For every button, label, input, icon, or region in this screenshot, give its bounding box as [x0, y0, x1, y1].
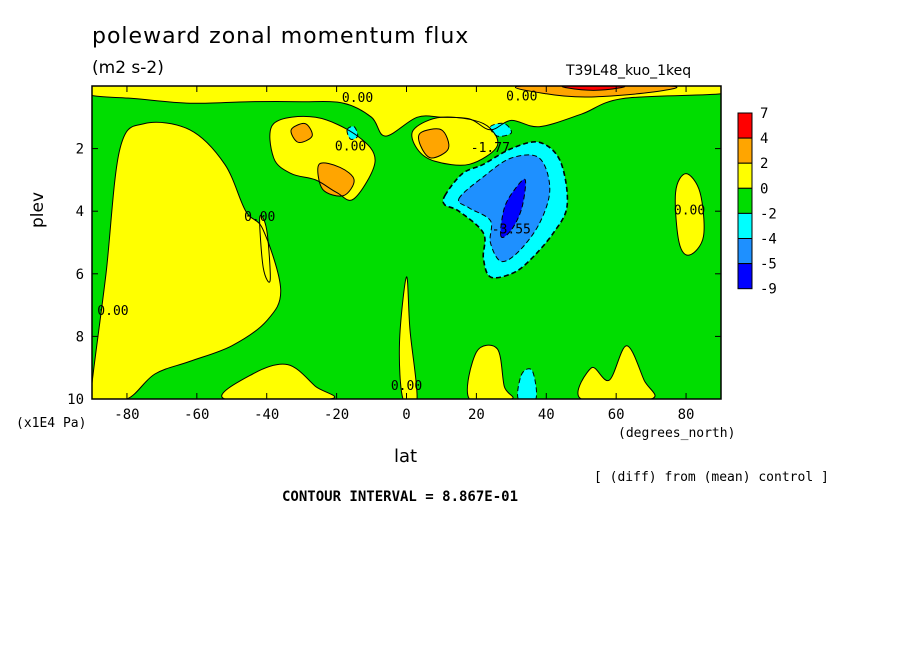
y-tick-label: 8	[76, 329, 84, 345]
contour-cyan-surface	[517, 368, 538, 399]
contour-orange-3	[290, 122, 313, 143]
region-yellow-north-pole	[675, 173, 705, 256]
region-orange-1	[317, 162, 355, 197]
x-tick-label: 40	[538, 407, 555, 423]
colorbar-swatch	[737, 162, 753, 189]
colorbar-swatch	[737, 137, 753, 164]
x-tick-label: -40	[254, 407, 279, 423]
colorbar-swatch	[737, 263, 753, 290]
x-tick-label: -80	[114, 407, 139, 423]
contour-label: -1.77	[471, 141, 510, 156]
region-yellow-upper-band	[92, 86, 721, 137]
x-axis-label: lat	[394, 446, 418, 467]
colorbar-label: 7	[760, 106, 768, 122]
region-yellow-equator-low	[399, 276, 418, 399]
colorbar-label: 4	[760, 131, 768, 147]
contour-red-top	[561, 86, 626, 91]
region-yellow-surface-north1	[467, 345, 514, 399]
region-orange-top	[515, 86, 677, 98]
colorbar-label: -4	[760, 232, 777, 248]
x-axis-unit: (degrees_north)	[618, 426, 736, 441]
region-orange-2	[418, 128, 449, 159]
contour-blue-1	[457, 154, 551, 263]
contour-yellow-southern	[92, 121, 282, 399]
chart-title: poleward zonal momentum flux	[92, 24, 470, 49]
contour-cyan-main	[442, 141, 569, 279]
contour-orange-top	[514, 86, 678, 98]
y-tick-label: 4	[76, 204, 84, 220]
run-label: T39L48_kuo_1keq	[566, 63, 692, 79]
x-tick-label: 0	[402, 407, 410, 423]
x-tick-label: -20	[324, 407, 349, 423]
x-tick-label: 20	[468, 407, 485, 423]
region-yellow-surface-south	[221, 364, 335, 399]
colorbar-label: 2	[760, 156, 768, 172]
region-blue-2	[500, 179, 526, 238]
y-tick-label: 2	[76, 142, 84, 158]
contour-yellow-equator-low	[398, 276, 418, 399]
colorbar-label: 0	[760, 181, 768, 197]
y-tick-label: 10	[67, 392, 84, 408]
contour-label: 0.00	[342, 91, 373, 106]
contour-label: 0.00	[97, 304, 128, 319]
contour-orange-1	[317, 162, 355, 197]
contour-yellow-north-pole	[674, 173, 705, 256]
contour-label: 0.00	[335, 140, 366, 155]
contour-blue-2	[500, 178, 527, 238]
colorbar-swatch	[737, 187, 753, 214]
contour-cyan-small-1	[346, 125, 359, 140]
colorbar-label: -9	[760, 282, 777, 298]
colorbar-swatch	[737, 238, 753, 265]
region-cyan-small-2	[490, 123, 512, 137]
contour-cyan-small-2	[489, 122, 512, 137]
x-tick-label: 60	[608, 407, 625, 423]
colorbar-swatch	[737, 112, 753, 139]
x-tick-label: 80	[678, 407, 695, 423]
contour-yellow-spike	[259, 214, 271, 283]
contour-label: 0.00	[506, 89, 537, 104]
contour-yellow-surface-north2	[577, 345, 656, 399]
chart-units: (m2 s-2)	[92, 58, 164, 78]
contour-yellow-surface-south	[221, 363, 336, 399]
colorbar-label: -5	[760, 257, 777, 273]
region-yellow-spike	[259, 215, 271, 283]
colorbar-label: -2	[760, 206, 777, 222]
y-tick-label: 6	[76, 267, 84, 283]
x-tick-label: -60	[184, 407, 209, 423]
region-cyan-surface	[517, 368, 537, 399]
contour-yellow-south-midlat	[269, 115, 376, 201]
region-orange-3	[291, 123, 313, 143]
contour-orange-2	[417, 128, 450, 159]
contour-interval: CONTOUR INTERVAL = 8.867E-01	[282, 489, 519, 505]
region-yellow-southern	[92, 122, 281, 399]
contour-label: 0.00	[244, 210, 275, 225]
diff-note: [ (diff) from (mean) control ]	[594, 470, 829, 485]
contour-label: 0.00	[674, 204, 705, 219]
y-axis-unit: (x1E4 Pa)	[16, 416, 87, 431]
contour-label: -3.55	[492, 222, 531, 237]
contour-yellow-tropics-upper	[411, 116, 499, 166]
contour-label: 0.00	[391, 379, 422, 394]
contour-yellow-surface-north1	[466, 344, 514, 399]
colorbar-swatch	[737, 212, 753, 239]
